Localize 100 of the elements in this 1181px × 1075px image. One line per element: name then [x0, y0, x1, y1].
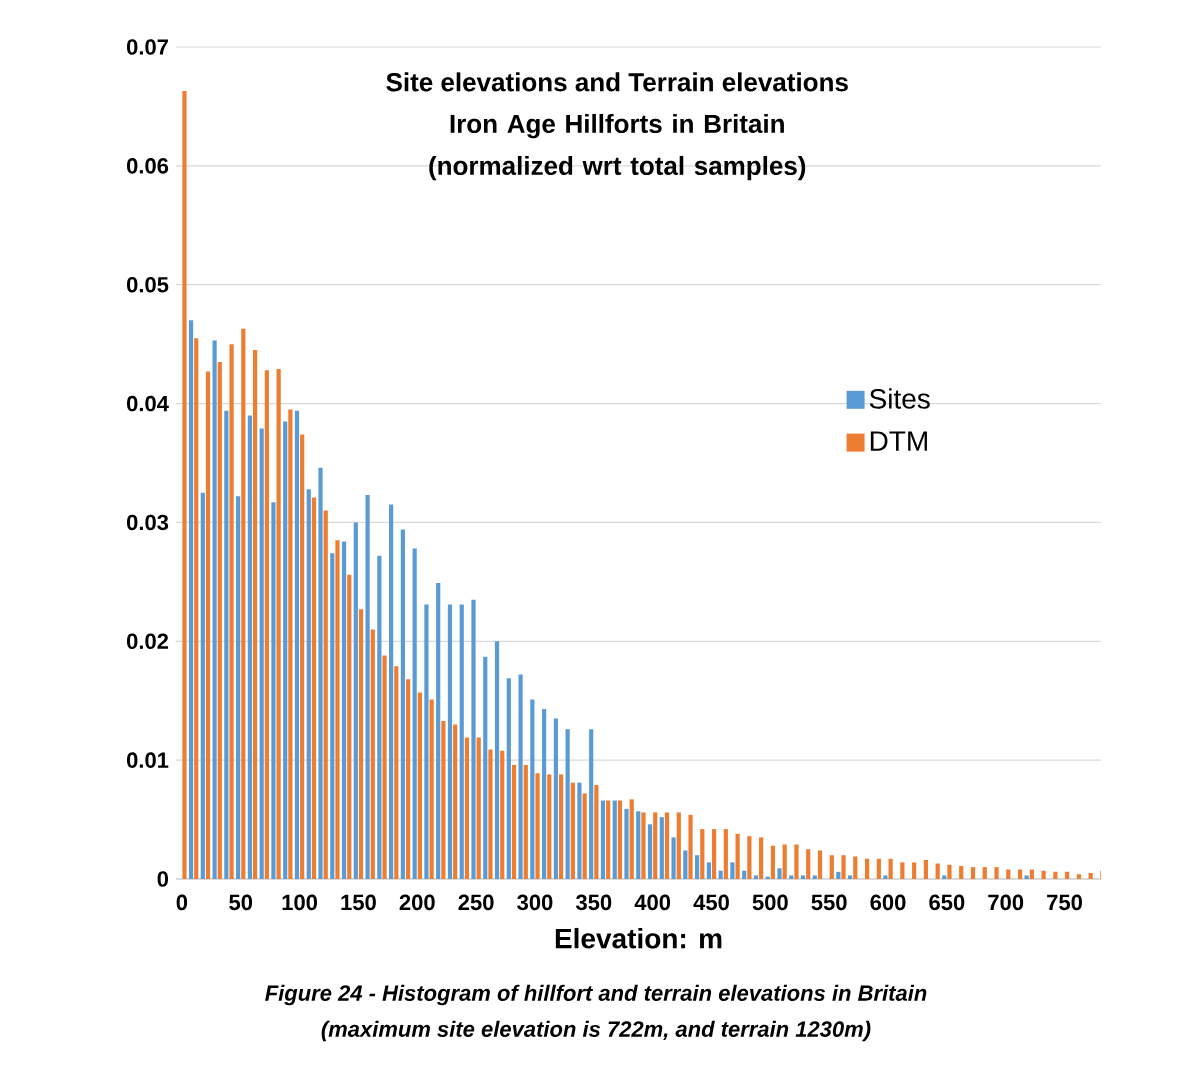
x-tick-label: 750 [1047, 894, 1082, 911]
bar [200, 492, 205, 879]
bar [412, 548, 417, 879]
bar [405, 679, 411, 879]
x-tick-label: 650 [929, 894, 965, 911]
bar [441, 720, 446, 879]
bar [747, 836, 752, 879]
bar [417, 692, 422, 879]
y-tick-label: 0.06 [127, 158, 169, 174]
bar [188, 320, 194, 879]
bar [500, 750, 505, 879]
bar [358, 609, 364, 879]
bar [252, 350, 258, 879]
bar [506, 678, 511, 879]
bar [970, 867, 976, 879]
bar [382, 655, 387, 879]
bar [283, 421, 288, 879]
y-tick-label: 0.03 [127, 514, 169, 531]
bar [394, 666, 399, 879]
bar [341, 541, 347, 879]
bar [370, 629, 375, 879]
bar [553, 718, 558, 879]
bar [236, 496, 241, 879]
bar [582, 793, 587, 879]
bar [888, 858, 893, 879]
bar [483, 656, 488, 879]
bar [1053, 871, 1058, 879]
bar [294, 410, 300, 879]
bar [864, 858, 870, 879]
bar [1065, 871, 1070, 879]
bar [994, 867, 999, 879]
bar [718, 870, 723, 879]
bar [789, 875, 794, 879]
bar [606, 800, 611, 879]
bar [518, 674, 523, 879]
x-tick-label: 300 [517, 894, 553, 911]
text: (maximum site elevation is 722m, and terrain 1230m) [321, 1020, 871, 1042]
bar [841, 855, 846, 879]
bar [511, 764, 517, 879]
bar [883, 875, 888, 879]
text: Site elevations and Terrain elevations [386, 72, 848, 92]
bar [1088, 873, 1093, 879]
bar [247, 415, 252, 879]
bar [224, 410, 229, 879]
bar [794, 844, 799, 879]
y-tick-label: 0.01 [127, 752, 169, 768]
x-tick-label: 600 [870, 894, 906, 911]
bar [1006, 869, 1011, 879]
x-tick-label: 150 [341, 894, 376, 911]
bar [753, 875, 759, 879]
bar [464, 737, 470, 879]
bar [947, 864, 952, 879]
bar [629, 799, 634, 879]
bar [306, 489, 311, 879]
x-tick-label: 450 [693, 894, 729, 911]
bar [565, 729, 570, 879]
y-tick-label: 0.05 [127, 276, 169, 293]
x-tick-label: 200 [399, 894, 435, 911]
bar [323, 510, 328, 879]
bar [853, 856, 858, 879]
bar [558, 774, 564, 879]
bar [759, 837, 764, 879]
bar [471, 599, 476, 879]
bar [424, 604, 429, 879]
bar [848, 875, 853, 879]
bar [653, 812, 658, 879]
bar [594, 785, 599, 879]
bar [488, 749, 493, 879]
x-tick-label: 550 [811, 894, 847, 911]
bar [347, 574, 352, 879]
bar [777, 868, 782, 879]
bar [447, 604, 453, 879]
bar [330, 553, 335, 879]
bar [806, 849, 811, 879]
bar [664, 812, 670, 879]
bar [711, 829, 717, 879]
bar [612, 800, 617, 879]
bar [300, 434, 305, 879]
legend-label: DTM [870, 431, 927, 451]
bar [589, 729, 594, 879]
bar [688, 814, 693, 879]
bar [647, 824, 653, 879]
bar [942, 875, 947, 879]
bar [577, 782, 582, 879]
bar [389, 504, 394, 879]
x-tick-label: 0 [176, 894, 188, 911]
bar [311, 497, 317, 879]
bar [782, 844, 787, 879]
bar [353, 522, 358, 879]
bar [923, 859, 929, 879]
y-tick-label: 0.07 [127, 39, 168, 55]
bar [377, 555, 382, 879]
bar [935, 863, 940, 879]
bar [812, 875, 817, 879]
bar [1041, 870, 1046, 879]
bar [742, 870, 747, 879]
bar [400, 529, 405, 879]
bar [600, 800, 606, 879]
bar [429, 699, 434, 879]
bar [817, 850, 823, 879]
